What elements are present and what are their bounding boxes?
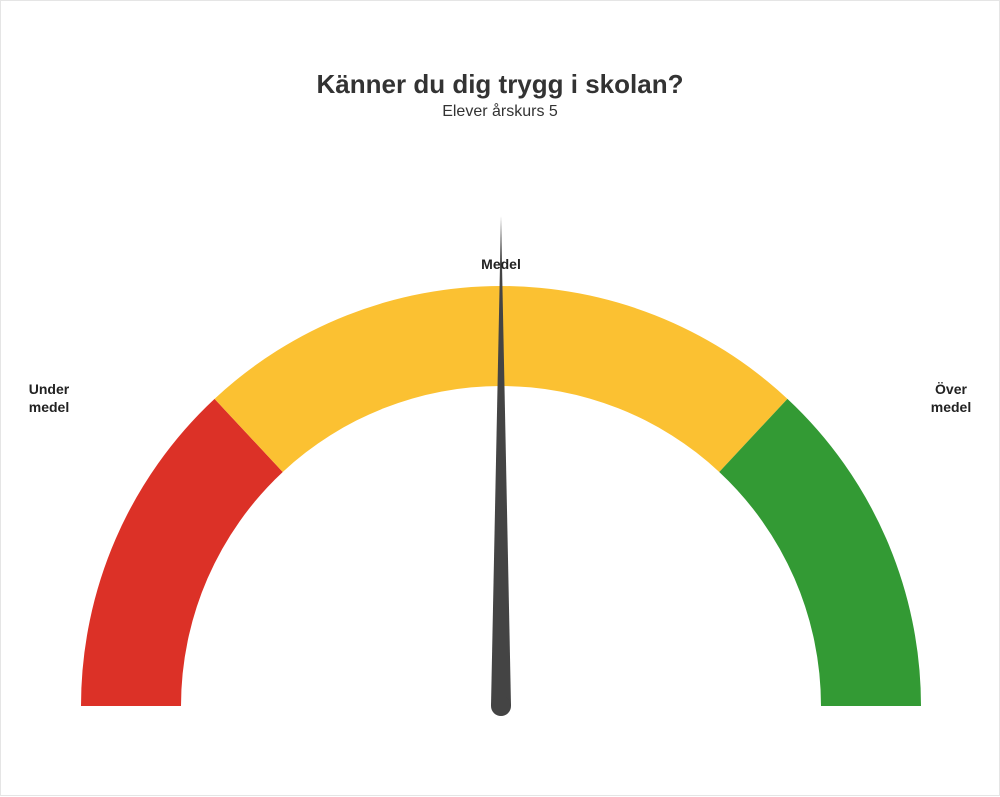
gauge-needle-hub (491, 696, 511, 716)
gauge-chart (1, 1, 1000, 797)
gauge-segment-0 (81, 399, 283, 706)
gauge-label-right: Över medel (921, 381, 981, 416)
gauge-label-left: Under medel (19, 381, 79, 416)
chart-frame: Känner du dig trygg i skolan? Elever års… (0, 0, 1000, 796)
gauge-label-top: Medel (451, 256, 551, 274)
gauge-segment-2 (719, 399, 921, 706)
